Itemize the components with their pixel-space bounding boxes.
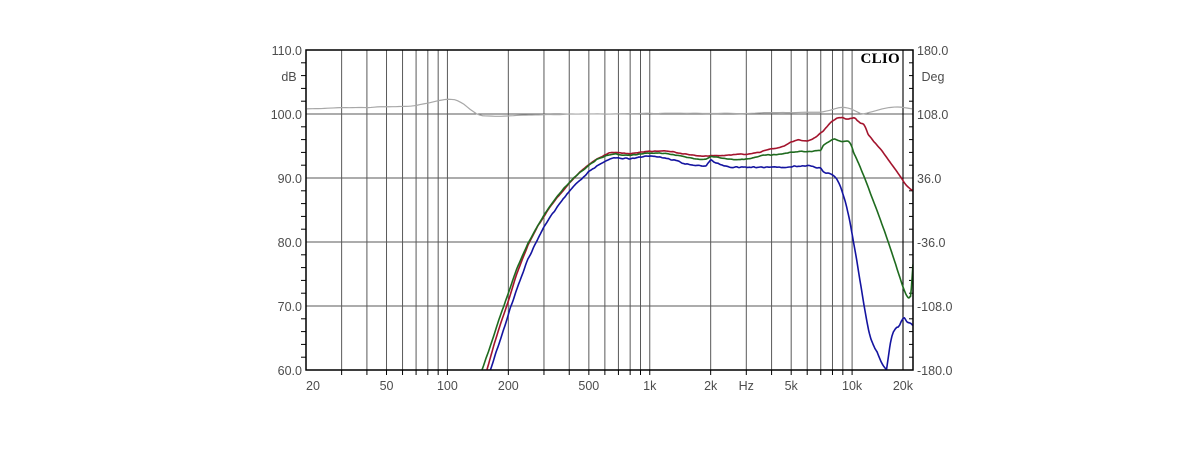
- svg-text:200: 200: [498, 379, 519, 393]
- svg-text:50: 50: [380, 379, 394, 393]
- svg-text:1k: 1k: [643, 379, 657, 393]
- svg-text:-36.0: -36.0: [917, 236, 946, 250]
- svg-text:180.0: 180.0: [917, 44, 948, 58]
- svg-text:20k: 20k: [893, 379, 914, 393]
- svg-text:108.0: 108.0: [917, 108, 948, 122]
- svg-text:100.0: 100.0: [271, 108, 302, 122]
- svg-text:70.0: 70.0: [278, 300, 302, 314]
- svg-text:2k: 2k: [704, 379, 718, 393]
- svg-text:5k: 5k: [785, 379, 799, 393]
- svg-text:dB: dB: [281, 70, 296, 84]
- svg-text:10k: 10k: [842, 379, 863, 393]
- svg-text:110.0: 110.0: [272, 44, 302, 58]
- svg-text:Deg: Deg: [922, 70, 945, 84]
- svg-text:500: 500: [578, 379, 599, 393]
- svg-text:-108.0: -108.0: [917, 300, 952, 314]
- svg-text:80.0: 80.0: [278, 236, 302, 250]
- svg-text:100: 100: [437, 379, 458, 393]
- svg-text:20: 20: [306, 379, 320, 393]
- svg-text:36.0: 36.0: [917, 172, 941, 186]
- svg-text:CLIO: CLIO: [860, 51, 900, 67]
- svg-text:Hz: Hz: [739, 379, 754, 393]
- svg-text:-180.0: -180.0: [917, 364, 952, 378]
- svg-text:60.0: 60.0: [278, 364, 302, 378]
- svg-text:90.0: 90.0: [278, 172, 302, 186]
